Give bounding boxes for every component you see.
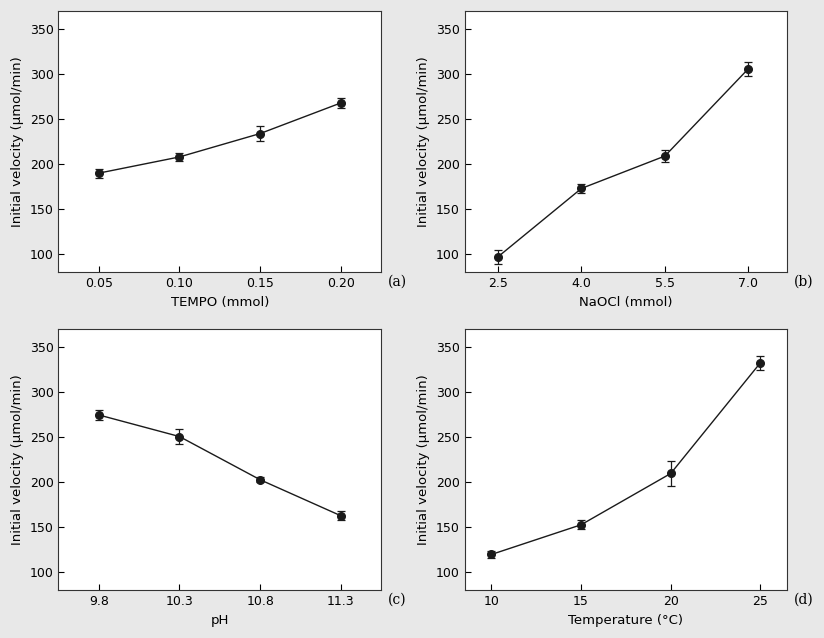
Y-axis label: Initial velocity (μmol/min): Initial velocity (μmol/min) xyxy=(11,56,24,227)
X-axis label: NaOCl (mmol): NaOCl (mmol) xyxy=(579,295,672,309)
Text: (b): (b) xyxy=(794,275,813,289)
X-axis label: TEMPO (mmol): TEMPO (mmol) xyxy=(171,295,269,309)
Y-axis label: Initial velocity (μmol/min): Initial velocity (μmol/min) xyxy=(11,375,24,545)
Y-axis label: Initial velocity (μmol/min): Initial velocity (μmol/min) xyxy=(417,56,430,227)
Text: (a): (a) xyxy=(387,275,407,289)
Text: (d): (d) xyxy=(794,593,813,607)
X-axis label: pH: pH xyxy=(211,614,229,627)
Y-axis label: Initial velocity (μmol/min): Initial velocity (μmol/min) xyxy=(417,375,430,545)
Text: (c): (c) xyxy=(387,593,406,607)
X-axis label: Temperature (°C): Temperature (°C) xyxy=(569,614,683,627)
